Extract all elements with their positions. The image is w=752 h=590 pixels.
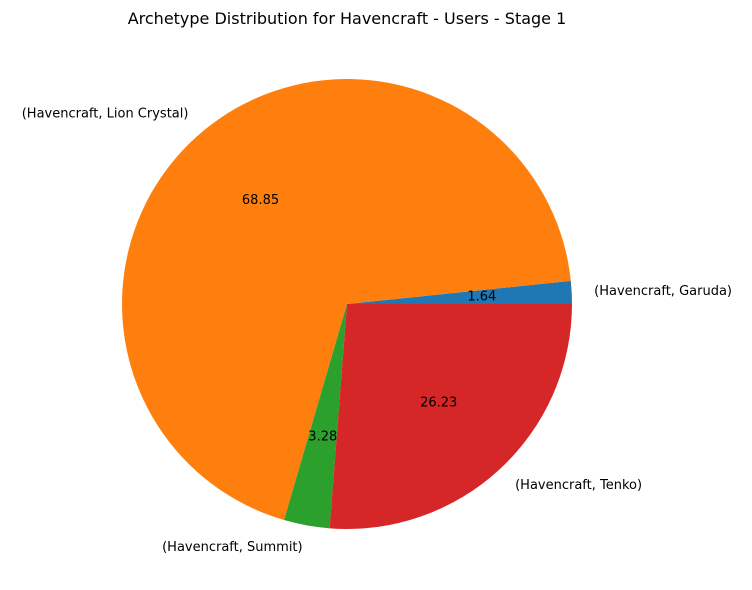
pie-slice-2: [284, 304, 347, 529]
slice-label-2: (Havencraft, Summit): [162, 540, 303, 555]
pie-slice-3: [329, 304, 572, 529]
slice-value-3: 26.23: [420, 396, 457, 411]
slice-label-3: (Havencraft, Tenko): [515, 478, 642, 493]
pie-slices: [122, 79, 572, 529]
chart-title: Archetype Distribution for Havencraft - …: [128, 9, 567, 28]
pie-slice-0: [347, 280, 572, 304]
slice-label-1: (Havencraft, Lion Crystal): [22, 106, 189, 121]
slice-value-2: 3.28: [308, 429, 337, 444]
pie-labels: (Havencraft, Garuda) 1.64 (Havencraft, Lio…: [22, 106, 732, 555]
slice-value-1: 68.85: [242, 193, 279, 208]
slice-value-0: 1.64: [467, 290, 496, 305]
slice-label-0: (Havencraft, Garuda): [594, 284, 732, 299]
pie-slice-1: [122, 79, 571, 521]
